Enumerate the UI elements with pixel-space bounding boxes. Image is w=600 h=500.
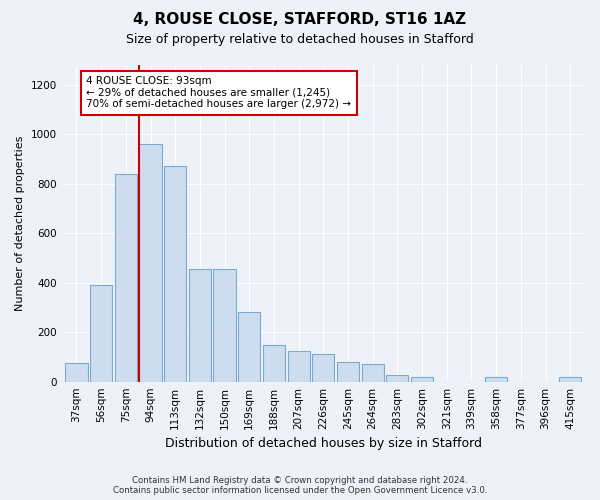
Bar (189, 269, 211, 382)
Bar (139, 144, 161, 382)
Bar (559, 376, 581, 382)
X-axis label: Distribution of detached houses by size in Stafford: Distribution of detached houses by size … (165, 437, 482, 450)
Bar (263, 344, 285, 382)
Bar (164, 166, 187, 382)
Bar (238, 312, 260, 382)
Text: 4, ROUSE CLOSE, STAFFORD, ST16 1AZ: 4, ROUSE CLOSE, STAFFORD, ST16 1AZ (133, 12, 467, 28)
Bar (214, 269, 236, 382)
Bar (312, 354, 334, 382)
Y-axis label: Number of detached properties: Number of detached properties (15, 136, 25, 311)
Bar (65, 363, 88, 382)
Bar (411, 376, 433, 382)
Bar (386, 376, 409, 382)
Bar (362, 364, 384, 382)
Text: 4 ROUSE CLOSE: 93sqm
← 29% of detached houses are smaller (1,245)
70% of semi-de: 4 ROUSE CLOSE: 93sqm ← 29% of detached h… (86, 76, 352, 110)
Bar (115, 174, 137, 382)
Bar (287, 351, 310, 382)
Text: Contains HM Land Registry data © Crown copyright and database right 2024.
Contai: Contains HM Land Registry data © Crown c… (113, 476, 487, 495)
Bar (337, 362, 359, 382)
Bar (485, 376, 507, 382)
Text: Size of property relative to detached houses in Stafford: Size of property relative to detached ho… (126, 32, 474, 46)
Bar (90, 285, 112, 382)
